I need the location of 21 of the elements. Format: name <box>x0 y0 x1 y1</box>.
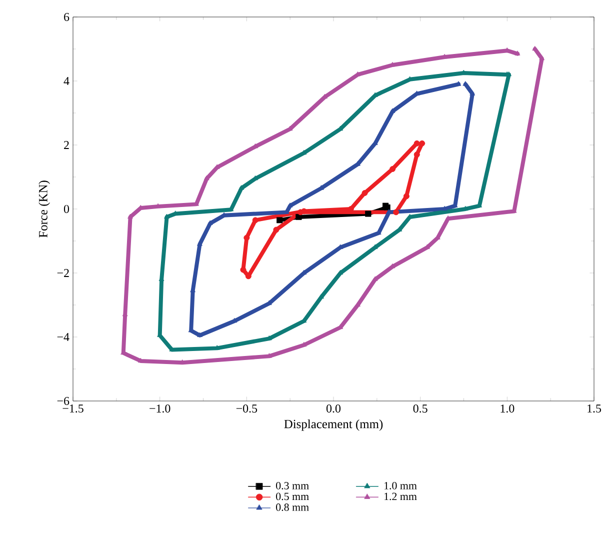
y-tick-label: −4 <box>57 333 70 341</box>
x-tick-label: −0.5 <box>236 404 258 413</box>
x-tick-label: 1.5 <box>588 404 602 413</box>
x-tick-label: 0.0 <box>326 404 341 413</box>
legend-label: 0.5 mm <box>276 492 309 500</box>
y-tick-label: 2 <box>64 141 69 149</box>
legend-label: 0.3 mm <box>276 482 309 490</box>
x-tick-label: −1.0 <box>150 404 170 413</box>
x-tick-label: 1.0 <box>500 404 514 413</box>
y-axis-title: Force (KN) <box>38 180 50 238</box>
y-tick-label: −2 <box>57 269 69 277</box>
y-tick-label: 0 <box>64 204 70 214</box>
legend-label: 1.2 mm <box>384 492 417 500</box>
y-tick-label: 4 <box>64 77 70 85</box>
x-axis-title: Displacement (mm) <box>284 419 383 431</box>
y-tick-label: 6 <box>64 12 70 21</box>
legend-label: 1.0 mm <box>384 482 417 490</box>
x-tick-label: 0.5 <box>413 404 428 413</box>
x-tick-label: −1.5 <box>62 404 84 413</box>
legend-label: 0.8 mm <box>276 504 309 511</box>
y-tick-label: −6 <box>57 396 70 405</box>
